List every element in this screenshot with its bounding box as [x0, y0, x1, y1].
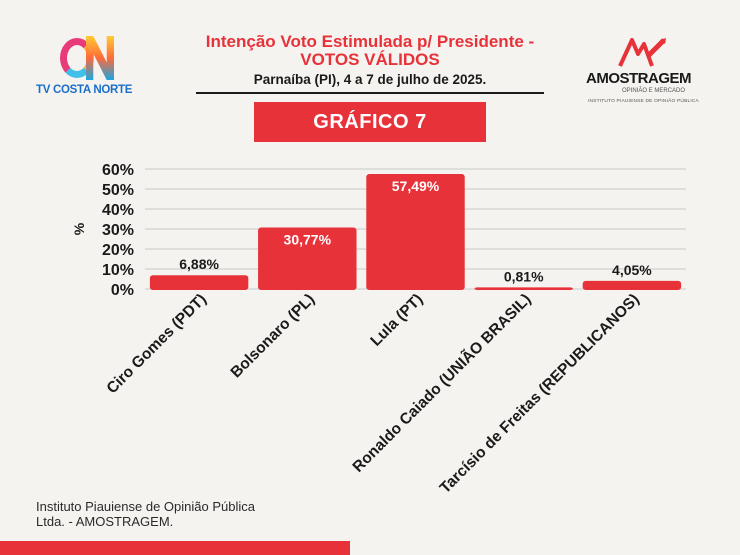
chart-subtitle: Parnaíba (PI), 4 a 7 de julho de 2025. [253, 72, 487, 87]
chart-title: Intenção Voto Estimulada p/ Presidente -… [150, 33, 590, 69]
x-category-label: Bolsonaro (PL) [228, 291, 319, 382]
y-tick-label: 40% [102, 202, 134, 219]
amostragem-brand: AMOSTRAGEM [586, 70, 692, 87]
data-label: 4,05% [612, 262, 652, 278]
x-axis-categories: Ciro Gomes (PDT) Bolsonaro (PL) Lula (PT)R… [104, 290, 643, 497]
bar [582, 280, 682, 290]
bar [474, 287, 573, 290]
data-label: 0,81% [504, 268, 544, 284]
data-label: 6,88% [179, 256, 219, 272]
chart-title-line2: VOTOS VÁLIDOS [300, 50, 440, 69]
x-category-label: Lula (PT) [367, 291, 426, 350]
bar [258, 227, 357, 290]
y-tick-label: 50% [102, 182, 134, 199]
y-tick-label: 10% [102, 262, 134, 279]
y-tick-label: 60% [102, 162, 134, 179]
bar [366, 174, 465, 290]
y-tick-label: 20% [102, 242, 134, 259]
chart-bars [149, 174, 682, 290]
x-category-label: Ronaldo Caiado (UNIÃO BRASIL) [349, 290, 535, 476]
data-label: 57,49% [392, 178, 440, 194]
amostragem-institute: INSTITUTO PIAUIENSE DE OPINIÃO PÚBLICA [588, 99, 699, 104]
tv-logo-text: TV COSTA NORTE [36, 84, 133, 96]
amostragem-icon [618, 38, 666, 67]
tv-logo-icon [60, 36, 118, 82]
chart-title-line1: Intenção Voto Estimulada p/ Presidente - [205, 32, 535, 51]
bar [149, 275, 249, 290]
amostragem-logo: AMOSTRAGEM OPINIÃO E MERCADO INSTITUTO P… [582, 32, 712, 108]
tv-costa-norte-logo: TV COSTA NORTE [36, 36, 148, 100]
y-tick-label: 30% [102, 222, 134, 239]
y-axis-label: % [71, 222, 87, 235]
y-tick-label: 0% [111, 282, 134, 299]
amostragem-tagline: OPINIÃO E MERCADO [622, 88, 686, 94]
x-category-label: Tarcísio de Freitas (REPUBLICANOS) [437, 291, 643, 497]
footer-source: Instituto Piauiense de Opinião Pública L… [36, 499, 255, 529]
title-divider [196, 92, 544, 94]
chart-number-badge: GRÁFICO 7 [254, 102, 486, 142]
x-category-label: Ciro Gomes (PDT) [104, 291, 210, 397]
data-label: 30,77% [284, 231, 332, 247]
bottom-accent-bar [0, 541, 350, 555]
data-labels: 6,88% 30,77% 57,49% 0,81% 4,05% [179, 178, 652, 284]
y-axis-ticks: 0% 10% 20% 30% 40% 50% 60% [102, 162, 134, 299]
